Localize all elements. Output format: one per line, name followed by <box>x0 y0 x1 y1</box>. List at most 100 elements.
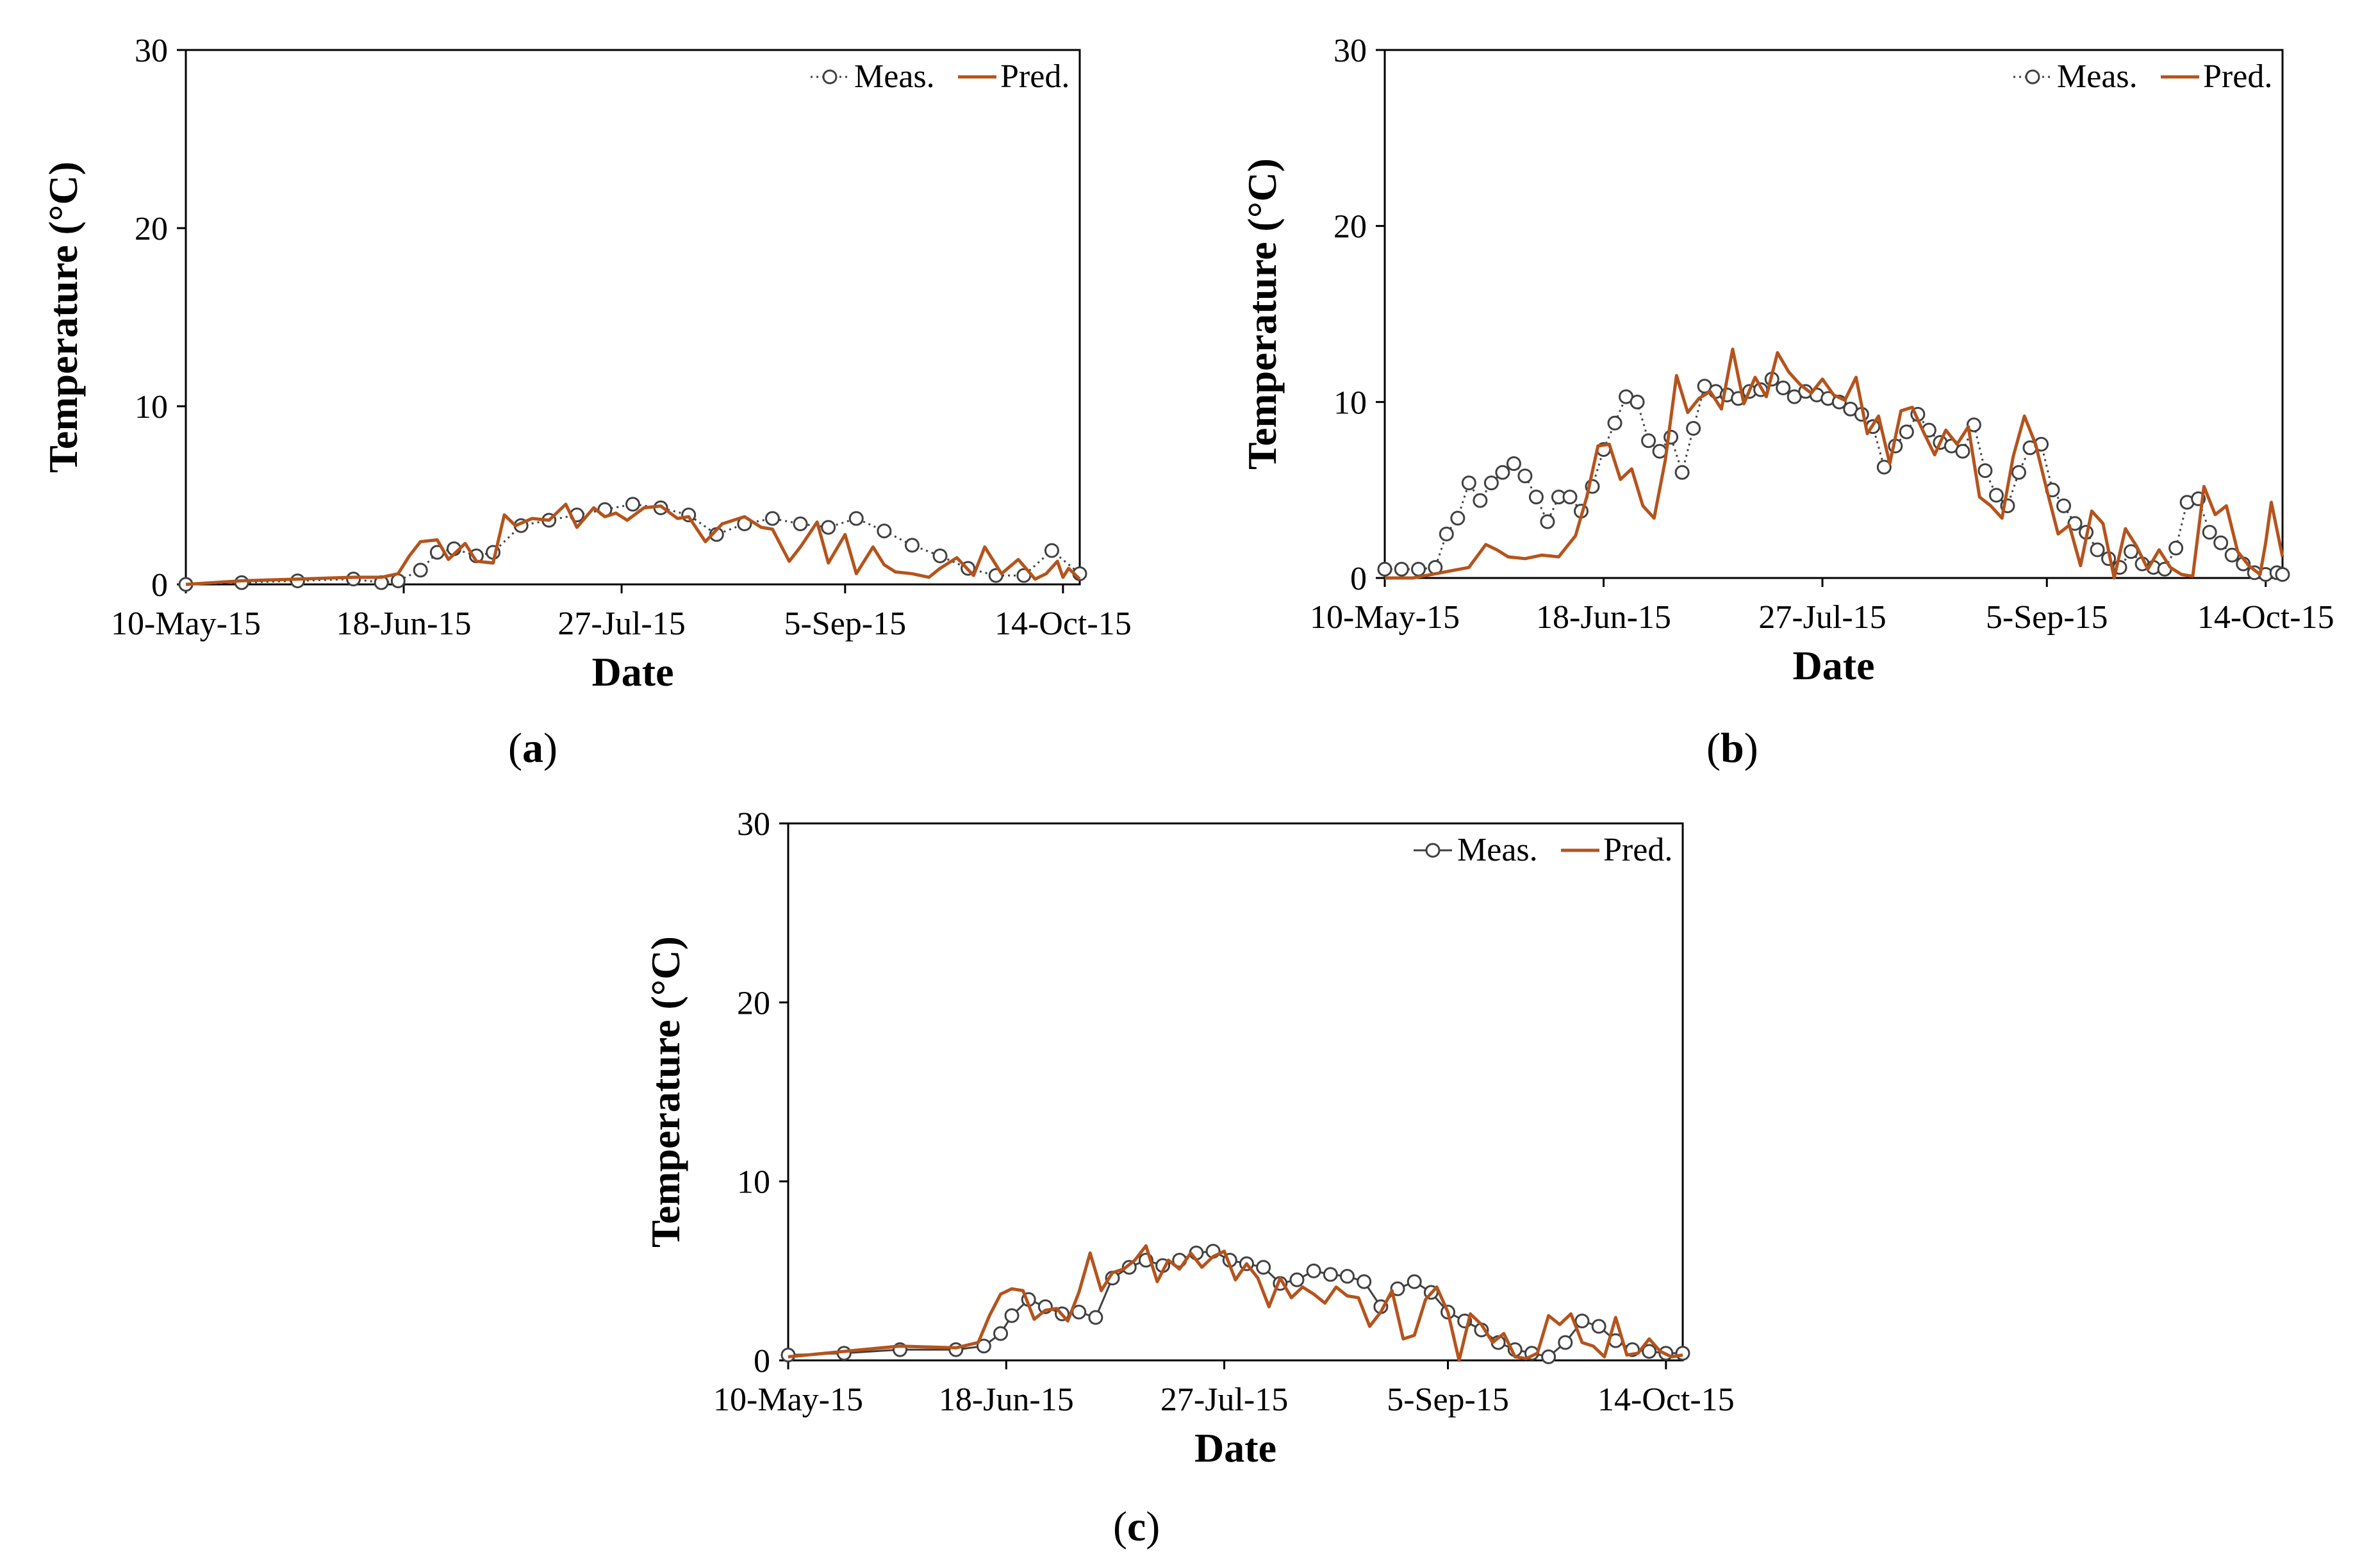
measured-point <box>2202 525 2217 540</box>
measured-point <box>1541 1349 1556 1364</box>
measured-point <box>1630 394 1645 409</box>
measured-point <box>848 511 864 526</box>
measured-point <box>2067 516 2083 531</box>
measured-point <box>1558 1335 1573 1350</box>
plot-frame <box>185 49 1081 586</box>
x-tick-label: 10-May-15 <box>1310 599 1460 636</box>
panel-label-a-text: a <box>522 725 543 772</box>
legend-pred-label: Pred. <box>2203 58 2272 95</box>
panel-label-b-text: b <box>1720 725 1744 772</box>
predicted-series-line <box>788 1244 1683 1362</box>
measured-point <box>1483 475 1499 491</box>
legend-meas-marker <box>822 69 838 85</box>
measured-point <box>1004 1308 1020 1323</box>
measured-point <box>1652 443 1667 459</box>
y-tick-label: 0 <box>151 567 168 604</box>
measured-point <box>1675 1346 1690 1361</box>
measured-point <box>1439 526 1454 541</box>
legend-meas-label: Meas. <box>2057 58 2138 95</box>
measured-point <box>993 1326 1009 1341</box>
legend: Meas. Pred. <box>811 58 1069 95</box>
panel-a: 0 10 20 30 10-May-15 18-Jun-15 27-Jul-15 5-Sep-… <box>0 0 1189 784</box>
x-tick-label: 10-May-15 <box>111 606 261 642</box>
x-tick-label: 18-Jun-15 <box>1536 599 1671 636</box>
measured-point <box>1591 1319 1606 1334</box>
plot-frame <box>787 822 1684 1362</box>
measured-point <box>793 516 808 531</box>
predicted-series-line <box>185 502 1081 586</box>
measured-point <box>1394 561 1409 577</box>
measured-point <box>1686 421 1701 436</box>
measured-point <box>976 1339 991 1354</box>
measured-point <box>413 563 428 578</box>
chart-b: 0 10 20 30 10-May-15 18-Jun-15 27-Jul-15 5-Sep-… <box>1239 33 2334 688</box>
legend: Meas. Pred. <box>2013 58 2272 95</box>
plot-frame <box>1383 49 2284 579</box>
measured-point <box>904 538 920 553</box>
measured-point <box>1289 1272 1305 1287</box>
panel-label-b: (b) <box>1706 725 1758 772</box>
legend: Meas. Pred. <box>1414 832 1672 868</box>
x-tick-label: 5-Sep-15 <box>1387 1382 1509 1418</box>
y-axis-title: Temperature (°C) <box>643 936 688 1248</box>
panel-b: 0 10 20 30 10-May-15 18-Jun-15 27-Jul-15 5-Sep-… <box>1189 0 2378 784</box>
y-tick-label: 10 <box>737 1164 770 1201</box>
measured-point <box>1674 465 1690 480</box>
measured-point <box>1461 475 1476 491</box>
y-tick-label: 10 <box>135 389 168 425</box>
measured-point <box>1574 1314 1590 1329</box>
measured-point <box>1473 493 1488 508</box>
legend-meas-label: Meas. <box>1457 832 1538 868</box>
y-axis-title: Temperature (°C) <box>1239 158 1285 470</box>
predicted-series-line <box>1385 347 2284 580</box>
panel-label-c-text: c <box>1127 1503 1146 1550</box>
measured-point <box>1528 490 1544 505</box>
x-tick-label: 5-Sep-15 <box>784 606 906 642</box>
measured-point <box>1357 1274 1372 1289</box>
x-axis-title: Date <box>1793 643 1875 688</box>
y-tick-label: 20 <box>1333 209 1367 245</box>
measured-point <box>1450 511 1466 526</box>
x-tick-label: 10-May-15 <box>713 1382 863 1418</box>
measured-point <box>1411 561 1426 577</box>
y-tick-label: 30 <box>737 806 770 843</box>
legend-pred-label: Pred. <box>1000 58 1069 95</box>
chart-a: 0 10 20 30 10-May-15 18-Jun-15 27-Jul-15 5-Sep-… <box>40 33 1132 695</box>
measured-point <box>346 572 361 587</box>
measured-point <box>1540 514 1555 529</box>
y-tick-label: 30 <box>1333 33 1367 69</box>
measured-point <box>932 549 948 564</box>
panel-c: 0 10 20 30 10-May-15 18-Jun-15 27-Jul-15 5-Sep-… <box>596 775 1785 1568</box>
measured-point <box>2056 498 2072 513</box>
measured-point <box>1495 465 1510 480</box>
measured-point <box>1955 443 1970 459</box>
x-tick-label: 27-Jul-15 <box>1160 1382 1288 1418</box>
measured-point <box>1978 463 1993 478</box>
y-tick-label: 0 <box>754 1343 770 1380</box>
measured-point <box>2168 540 2184 556</box>
y-tick-label: 0 <box>1350 561 1367 597</box>
measured-point <box>390 573 406 588</box>
measured-point <box>1966 417 1981 433</box>
panel-label-c: (c) <box>1113 1503 1160 1550</box>
measured-point <box>1390 1281 1405 1296</box>
measured-point <box>290 573 305 588</box>
measured-point <box>1876 459 1892 475</box>
y-tick-label: 20 <box>737 985 770 1021</box>
measured-point <box>1642 1344 1657 1359</box>
measured-point <box>1256 1260 1271 1275</box>
measured-point <box>1562 490 1578 505</box>
x-tick-label: 14-Oct-15 <box>1598 1382 1735 1418</box>
measured-point <box>2090 542 2105 557</box>
measured-point <box>1323 1267 1338 1282</box>
measured-point <box>1407 1274 1422 1289</box>
measured-point <box>2213 535 2229 550</box>
legend-meas-marker <box>2025 69 2040 85</box>
y-tick-label: 30 <box>135 33 168 69</box>
x-tick-label: 18-Jun-15 <box>939 1382 1074 1418</box>
measured-point <box>1506 456 1521 471</box>
chart-c: 0 10 20 30 10-May-15 18-Jun-15 27-Jul-15 5-Sep-… <box>643 806 1735 1471</box>
measured-point <box>1340 1269 1355 1284</box>
measured-point <box>2011 465 2026 480</box>
legend-meas-marker <box>1425 843 1441 858</box>
